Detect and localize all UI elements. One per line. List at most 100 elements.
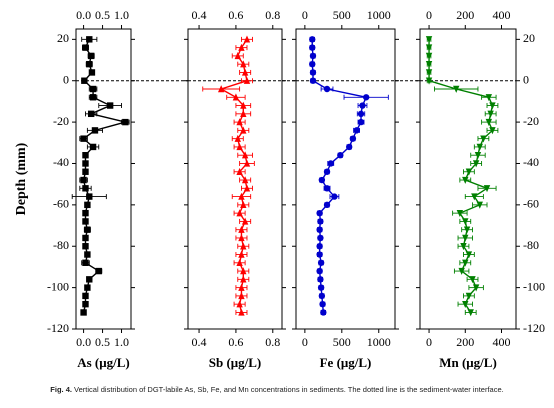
marker — [240, 60, 247, 68]
marker — [82, 185, 89, 192]
marker — [483, 185, 491, 193]
caption-text: Vertical distribution of DGT-labile As, … — [74, 385, 504, 394]
y-tick-label: 20 — [57, 31, 69, 45]
marker — [95, 267, 102, 275]
marker — [241, 68, 249, 76]
x-tick-label: 200 — [456, 335, 474, 349]
marker — [357, 118, 365, 126]
marker — [425, 77, 433, 85]
marker — [323, 85, 331, 93]
marker — [462, 300, 469, 309]
plot-frame — [295, 28, 396, 330]
marker — [243, 76, 251, 84]
marker — [82, 218, 89, 225]
marker — [84, 226, 91, 233]
marker — [456, 209, 464, 217]
x-axis-label: Mn (μg/L) — [439, 355, 497, 370]
marker — [471, 193, 478, 201]
marker — [82, 168, 89, 175]
caption: Fig. 4. Vertical distribution of DGT-lab… — [0, 385, 554, 394]
x-tick-label-top: 0.6 — [228, 8, 243, 22]
x-axis-label: As (μg/L) — [77, 355, 130, 370]
marker — [485, 94, 493, 102]
marker — [87, 52, 95, 60]
marker — [236, 258, 243, 266]
x-tick-label-top: 0.4 — [192, 8, 207, 22]
x-tick-label-top: 0.0 — [76, 8, 91, 22]
marker — [240, 201, 247, 209]
marker — [240, 109, 247, 118]
marker — [82, 209, 89, 217]
marker — [462, 234, 469, 242]
marker — [84, 284, 91, 291]
profile-line — [82, 39, 126, 313]
marker — [236, 143, 243, 151]
marker — [480, 135, 487, 143]
marker — [489, 127, 496, 135]
marker — [236, 118, 243, 126]
marker — [243, 159, 251, 167]
marker — [240, 126, 247, 134]
marker — [316, 267, 323, 275]
marker — [317, 234, 324, 242]
y-tick-label: -100 — [47, 279, 69, 293]
x-axis-label: Fe (μg/L) — [320, 355, 372, 370]
marker — [316, 226, 323, 233]
x-tick-label: 0.6 — [228, 335, 243, 349]
x-tick-label-top: 0.5 — [95, 8, 110, 22]
marker — [241, 176, 249, 184]
marker — [460, 243, 467, 251]
marker — [80, 309, 87, 316]
marker — [88, 69, 96, 76]
marker — [425, 60, 433, 69]
plot-frame — [419, 28, 517, 330]
marker — [84, 201, 91, 209]
y-tick-label-right: -120 — [523, 321, 545, 335]
marker — [425, 44, 433, 52]
x-tick-label-top: 400 — [493, 8, 511, 22]
marker — [236, 167, 243, 175]
marker — [362, 94, 370, 101]
marker — [327, 160, 334, 167]
x-tick-label: 400 — [493, 335, 511, 349]
marker — [453, 85, 460, 93]
marker — [465, 168, 473, 176]
marker — [316, 243, 323, 250]
y-tick-label: -80 — [53, 238, 69, 252]
marker — [458, 267, 465, 275]
marker — [323, 185, 331, 192]
marker — [82, 160, 89, 167]
marker — [80, 135, 87, 142]
marker — [234, 134, 241, 142]
marker — [472, 160, 480, 168]
x-tick-label-top: 0.8 — [265, 8, 280, 22]
marker — [241, 151, 249, 159]
marker — [319, 300, 326, 308]
marker — [243, 184, 251, 192]
x-tick-label: 0.8 — [265, 335, 280, 349]
marker — [86, 60, 93, 68]
marker — [232, 93, 240, 101]
marker — [331, 193, 338, 200]
marker — [238, 250, 245, 258]
marker — [234, 52, 241, 60]
marker — [359, 102, 366, 109]
marker — [240, 101, 247, 109]
marker — [236, 300, 243, 308]
marker — [318, 176, 326, 184]
profile-line — [428, 39, 494, 313]
marker — [469, 276, 476, 284]
marker — [82, 234, 89, 242]
marker — [318, 292, 326, 300]
marker — [357, 110, 365, 118]
marker — [82, 300, 89, 308]
marker — [91, 127, 99, 134]
marker — [320, 309, 327, 316]
marker — [122, 118, 129, 126]
marker — [238, 43, 245, 51]
marker — [80, 176, 87, 184]
x-tick-label: 1.0 — [114, 335, 129, 349]
marker — [309, 60, 316, 68]
marker — [240, 242, 247, 250]
